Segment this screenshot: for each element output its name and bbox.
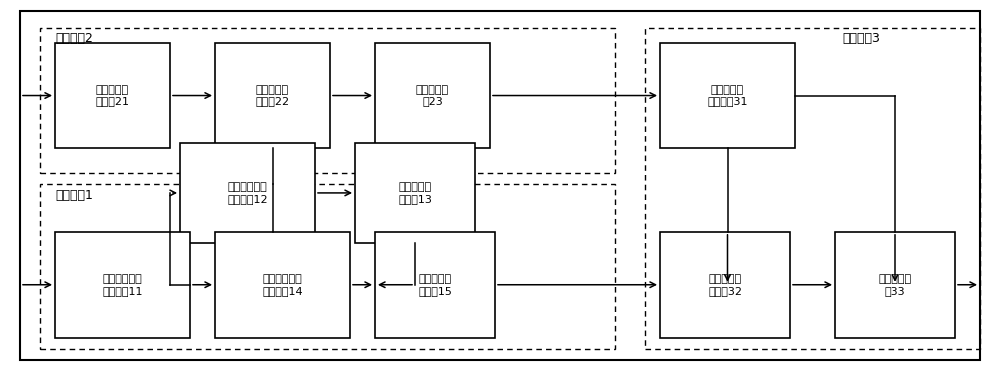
- Text: 判定区域3: 判定区域3: [842, 32, 880, 45]
- Bar: [375, 43, 490, 148]
- Text: 网络报文镜
像模块21: 网络报文镜 像模块21: [96, 85, 130, 106]
- Text: 网络流量整
定模块13: 网络流量整 定模块13: [398, 182, 432, 204]
- Text: 网络延时分布
计算模块14: 网络延时分布 计算模块14: [262, 274, 303, 296]
- Bar: [215, 232, 350, 338]
- Text: 网络延时整
定模块15: 网络延时整 定模块15: [418, 274, 452, 296]
- Text: 保护控制模
块33: 保护控制模 块33: [878, 274, 912, 296]
- Bar: [40, 184, 615, 349]
- Text: 网络拓扑信息
输入模块11: 网络拓扑信息 输入模块11: [102, 274, 143, 296]
- Bar: [645, 28, 980, 349]
- Bar: [55, 43, 170, 148]
- Bar: [375, 232, 495, 338]
- Text: 整定区域1: 整定区域1: [55, 189, 93, 202]
- Text: 流量延时统
计模块22: 流量延时统 计模块22: [255, 85, 290, 106]
- Text: 监测区域2: 监测区域2: [55, 32, 93, 45]
- Text: 报文解析模
块23: 报文解析模 块23: [416, 85, 449, 106]
- Bar: [355, 143, 475, 243]
- Bar: [40, 28, 615, 173]
- Text: 网络流量分布
计算模块12: 网络流量分布 计算模块12: [227, 182, 268, 204]
- Bar: [660, 43, 795, 148]
- Text: 网络状况判
定模块32: 网络状况判 定模块32: [708, 274, 742, 296]
- Bar: [180, 143, 315, 243]
- Bar: [835, 232, 955, 338]
- Bar: [660, 232, 790, 338]
- Bar: [55, 232, 190, 338]
- Bar: [215, 43, 330, 148]
- Text: 报文合理性
判定模块31: 报文合理性 判定模块31: [707, 85, 748, 106]
